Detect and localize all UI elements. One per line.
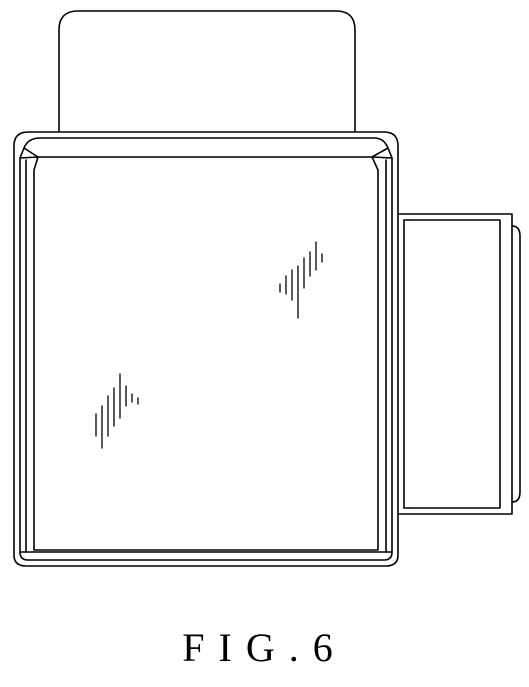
top-tab bbox=[59, 11, 355, 131]
figure-label: FIG.6 bbox=[0, 628, 529, 668]
right-protrusion bbox=[398, 214, 520, 514]
shading-hatch-lower bbox=[96, 374, 138, 448]
patent-drawing bbox=[0, 0, 529, 600]
main-body bbox=[14, 132, 398, 566]
shading-hatch-upper bbox=[280, 242, 322, 318]
